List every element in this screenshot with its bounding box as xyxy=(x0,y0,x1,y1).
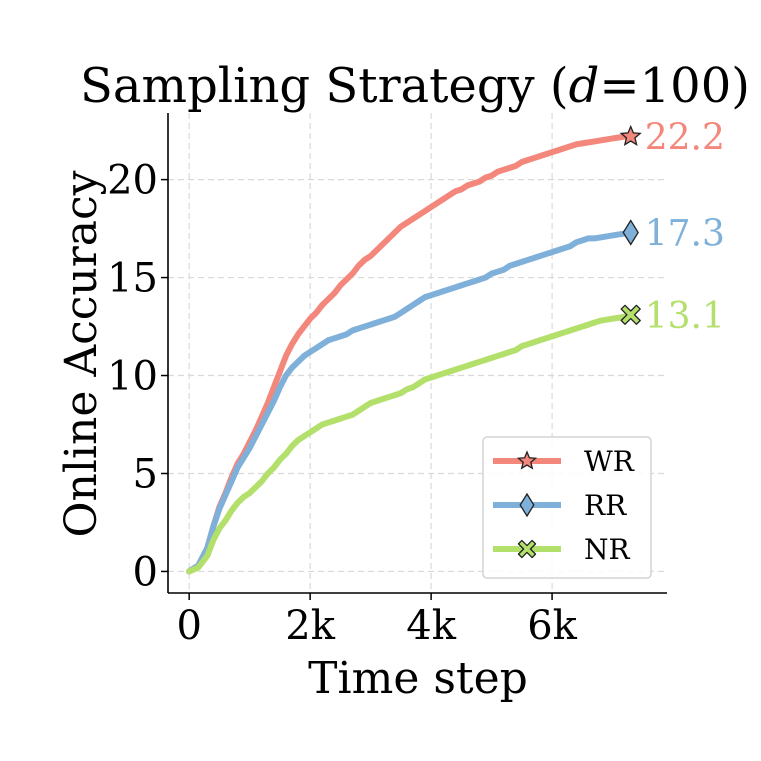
x-axis-label: Time step xyxy=(308,653,528,704)
end-label-wr: 22.2 xyxy=(645,118,725,159)
chart-title: Sampling Strategy (d=100) xyxy=(80,58,750,114)
y-tick-label: 10 xyxy=(107,354,158,400)
legend-item-nr: NR xyxy=(493,533,631,566)
series-line-wr xyxy=(186,133,634,575)
end-marker-wr xyxy=(619,124,642,146)
legend-marker-wr xyxy=(516,450,538,470)
title-italic-variable: d xyxy=(569,58,600,114)
end-label-rr: 17.3 xyxy=(645,214,725,255)
x-ticks: 0 2k 4k 6k xyxy=(176,593,578,649)
x-tick-label: 6k xyxy=(527,603,577,649)
x-tick-label: 2k xyxy=(285,603,335,649)
y-tick-label: 20 xyxy=(107,158,158,204)
legend-item-wr: WR xyxy=(493,445,635,478)
legend-label-wr: WR xyxy=(584,445,635,478)
end-label-nr: 13.1 xyxy=(645,296,725,337)
x-tick-label: 4k xyxy=(406,603,456,649)
legend-marker-rr xyxy=(519,492,535,518)
title-prefix: Sampling Strategy ( xyxy=(80,58,569,114)
y-tick-label: 0 xyxy=(133,549,158,595)
end-marker-nr xyxy=(620,304,641,325)
series-line-nr xyxy=(186,311,634,575)
end-labels: 22.2 17.3 13.1 xyxy=(645,118,725,337)
series-line-rr xyxy=(186,229,634,575)
legend-label-rr: RR xyxy=(584,489,627,522)
y-ticks: 0 5 10 15 20 xyxy=(107,158,168,595)
legend: WR RR NR xyxy=(482,436,652,579)
y-tick-label: 15 xyxy=(107,256,158,302)
x-tick-label: 0 xyxy=(176,603,201,649)
axes xyxy=(167,113,667,594)
y-axis-label: Online Accuracy xyxy=(56,170,107,537)
legend-item-rr: RR xyxy=(493,489,627,522)
y-tick-label: 5 xyxy=(133,451,158,497)
legend-label-nr: NR xyxy=(584,533,631,566)
title-suffix: =100) xyxy=(599,58,750,114)
legend-marker-nr xyxy=(517,539,537,559)
end-marker-rr xyxy=(622,219,639,246)
series-lines xyxy=(186,133,634,575)
end-markers xyxy=(619,124,642,325)
